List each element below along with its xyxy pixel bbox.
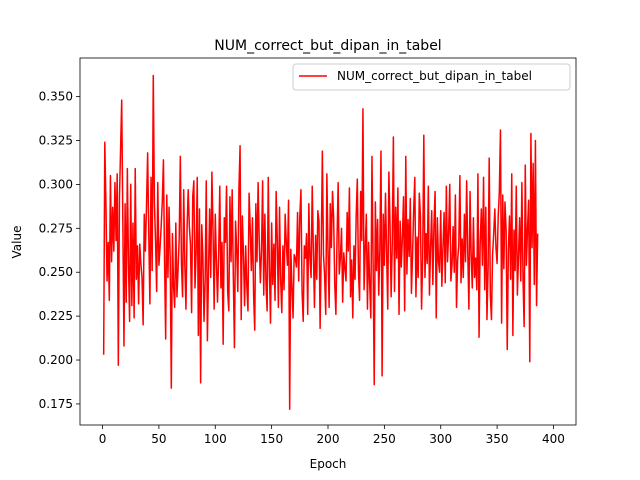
y-axis-label: Value <box>10 226 24 259</box>
x-tick-label: 350 <box>486 432 509 446</box>
legend-box <box>292 63 571 91</box>
y-tick-label: 0.300 <box>39 177 73 191</box>
y-tick-label: 0.275 <box>39 221 73 235</box>
y-tick-label: 0.175 <box>39 397 73 411</box>
x-tick-label: 0 <box>99 432 107 446</box>
y-axis: 0.175 0.200 0.225 0.250 0.275 0.300 0.325 0.350 <box>39 90 80 411</box>
y-tick-label: 0.350 <box>39 90 73 104</box>
y-tick-label: 0.225 <box>39 309 73 323</box>
legend: NUM_correct_but_dipan_in_tabel <box>292 63 571 91</box>
x-axis: 0 50 100 150 200 250 300 350 400 <box>99 425 565 446</box>
chart-title: NUM_correct_but_dipan_in_tabel <box>214 38 441 54</box>
y-tick-label: 0.250 <box>39 265 73 279</box>
x-tick-label: 400 <box>542 432 565 446</box>
series-line <box>102 74 539 410</box>
x-tick-label: 100 <box>204 432 227 446</box>
y-tick-label: 0.200 <box>39 353 73 367</box>
y-tick-label: 0.325 <box>39 134 73 148</box>
x-tick-label: 250 <box>373 432 396 446</box>
x-axis-label: Epoch <box>310 457 347 471</box>
x-tick-label: 50 <box>151 432 166 446</box>
x-tick-label: 200 <box>317 432 340 446</box>
x-tick-label: 300 <box>429 432 452 446</box>
legend-label: NUM_correct_but_dipan_in_tabel <box>337 69 532 83</box>
x-tick-label: 150 <box>260 432 283 446</box>
